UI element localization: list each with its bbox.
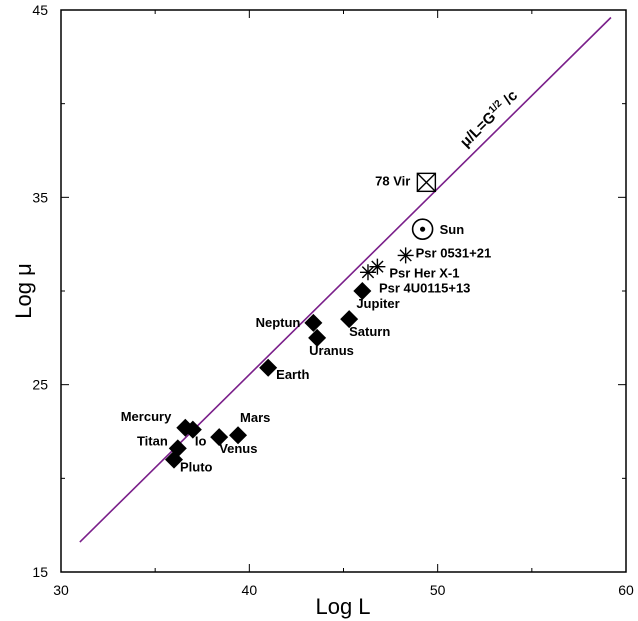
plot-frame <box>60 9 627 573</box>
label-pluto: Pluto <box>180 460 213 475</box>
point-labels: Pluto Titan Mercury Io Venus Mars Earth Neptun U… <box>121 173 491 474</box>
label-sun: Sun <box>440 222 465 237</box>
point-saturn <box>340 310 359 329</box>
label-jupiter: Jupiter <box>356 296 399 311</box>
point-neptun <box>304 313 323 332</box>
point-78-vir <box>416 172 437 193</box>
label-psr-her-x-1: Psr Her X-1 <box>389 266 459 281</box>
point-earth <box>259 358 278 377</box>
y-axis-title: Log μ <box>11 263 36 319</box>
label-uranus: Uranus <box>309 343 354 358</box>
x-tick-label: 50 <box>430 582 446 598</box>
reference-line-group: μ/L=G1/2 /c <box>79 16 612 543</box>
point-venus <box>210 428 229 447</box>
label-mercury: Mercury <box>121 409 172 424</box>
point-uranus <box>308 328 327 347</box>
point-psr-4u0115-13 <box>359 264 376 281</box>
point-titan <box>168 439 187 458</box>
label-psr-4u0115-13: Psr 4U0115+13 <box>379 280 470 295</box>
reference-line-label: μ/L=G1/2 /c <box>456 86 521 150</box>
label-78-vir: 78 Vir <box>375 173 410 188</box>
point-sun <box>411 218 434 240</box>
axis-ticks: 30 40 50 60 15 25 35 45 <box>32 2 634 598</box>
label-neptun: Neptun <box>256 315 301 330</box>
point-psr-her-x-1 <box>369 258 386 275</box>
y-tick-label: 35 <box>32 189 48 205</box>
x-tick-label: 30 <box>53 582 69 598</box>
label-titan: Titan <box>137 433 168 448</box>
label-mars: Mars <box>240 410 270 425</box>
x-tick-label: 60 <box>618 582 634 598</box>
x-axis-title: Log L <box>315 594 370 619</box>
point-psr-0531-21 <box>397 247 414 264</box>
label-venus: Venus <box>219 441 257 456</box>
x-tick-label: 40 <box>242 582 258 598</box>
data-points <box>165 172 437 469</box>
label-psr-0531-21: Psr 0531+21 <box>416 245 492 260</box>
y-tick-label: 15 <box>32 564 48 580</box>
y-tick-label: 45 <box>32 2 48 18</box>
point-io <box>183 420 202 439</box>
label-saturn: Saturn <box>349 324 390 339</box>
point-jupiter <box>353 282 372 300</box>
reference-line <box>79 16 612 543</box>
point-mars <box>229 426 248 445</box>
y-tick-label: 25 <box>32 377 48 393</box>
label-io: Io <box>195 434 207 449</box>
label-earth: Earth <box>276 367 309 382</box>
